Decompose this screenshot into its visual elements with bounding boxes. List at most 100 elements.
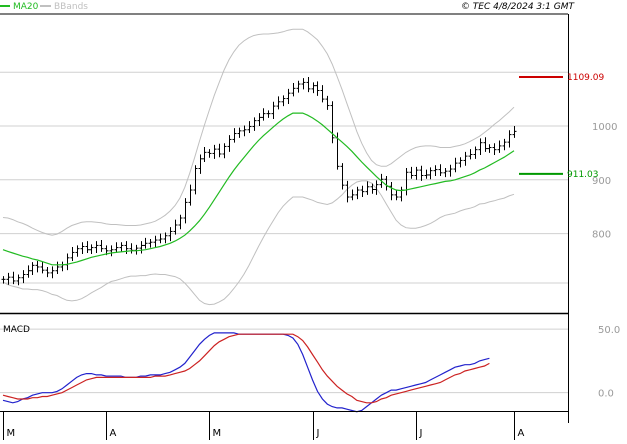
x-tick-label: J — [419, 428, 423, 439]
price-bar — [173, 219, 178, 235]
price-bar — [26, 265, 31, 278]
frame-layer — [0, 13, 569, 440]
price-bar — [443, 167, 448, 178]
price-bar — [433, 165, 438, 177]
price-bar — [483, 137, 488, 152]
price-bar — [424, 169, 429, 179]
bollinger-bands-layer — [2, 28, 515, 306]
price-bar — [11, 271, 16, 285]
price-bar — [330, 101, 335, 144]
price-bar — [315, 81, 320, 96]
price-bar — [301, 78, 306, 90]
macd-layer — [2, 332, 490, 413]
x-tick-label: M — [213, 428, 222, 439]
price-bar — [163, 232, 168, 244]
macd-tick-label: 50.0 — [598, 325, 620, 336]
price-bar — [512, 126, 517, 138]
price-bar — [340, 163, 345, 190]
price-bar — [286, 88, 291, 104]
price-bar — [119, 242, 124, 252]
price-bar — [296, 80, 301, 93]
price-bar — [320, 85, 325, 103]
price-bar — [198, 154, 203, 174]
macd-tick-label: 0.0 — [598, 389, 614, 400]
price-bar — [374, 180, 379, 195]
price-bar — [365, 181, 370, 195]
price-bar — [252, 117, 257, 131]
price-bar — [6, 272, 11, 285]
price-bar — [487, 144, 492, 153]
price-bar — [217, 143, 222, 158]
price-bar — [355, 186, 360, 200]
price-bar — [55, 261, 60, 274]
price-bar — [35, 261, 40, 273]
price-bar — [428, 167, 433, 180]
price-bar — [458, 157, 463, 168]
price-bar — [16, 274, 21, 286]
resistance-level-label: 1109.09 — [567, 73, 604, 83]
price-bar — [89, 244, 94, 255]
price-bar — [70, 247, 75, 262]
price-bar — [502, 138, 507, 151]
price-bar — [438, 164, 443, 177]
bbands-legend-label: BBands — [54, 2, 88, 12]
x-tick-label: A — [518, 428, 525, 439]
price-tick-label: 900 — [592, 176, 611, 187]
price-bar — [139, 241, 144, 254]
price-bar — [389, 181, 394, 201]
price-bar — [414, 166, 419, 180]
price-bar — [350, 189, 355, 201]
price-bar — [202, 146, 207, 163]
price-bar — [193, 165, 198, 195]
price-bar — [237, 127, 242, 138]
price-bar — [99, 240, 104, 252]
price-bar — [143, 237, 148, 249]
price-bar — [468, 149, 473, 160]
price-bar — [281, 95, 286, 107]
price-bar — [453, 157, 458, 173]
signal-line — [2, 333, 490, 404]
price-bar — [325, 95, 330, 110]
macd-panel-title: MACD — [3, 325, 30, 335]
price-bar — [306, 77, 311, 93]
price-tick-label: 1000 — [592, 122, 617, 133]
price-bar — [114, 242, 119, 253]
price-bar — [497, 140, 502, 153]
moving-average-layer — [2, 112, 515, 266]
price-bar — [473, 146, 478, 159]
price-bar — [276, 96, 281, 110]
price-bar — [109, 245, 114, 257]
price-bar — [153, 235, 158, 248]
price-bar — [448, 164, 453, 177]
ma-legend-label: MA20 — [13, 2, 39, 12]
price-bar — [30, 262, 35, 276]
price-bar — [227, 135, 232, 152]
x-tick-label: J — [316, 428, 320, 439]
price-bar — [478, 138, 483, 156]
price-bar — [1, 276, 6, 284]
price-bar — [148, 238, 153, 248]
support-level-label: 911.03 — [567, 170, 599, 180]
price-bar — [463, 151, 468, 166]
price-bar — [158, 233, 163, 244]
price-tick-label: 800 — [592, 230, 611, 241]
text-layer: MA20 BBands © TEC 4/8/2024 3:1 GMT M A M J J… — [0, 2, 620, 439]
price-bar — [271, 101, 276, 120]
price-bar — [492, 143, 497, 156]
price-bar — [207, 149, 212, 158]
price-bar — [370, 183, 375, 194]
price-bar — [40, 261, 45, 274]
price-bars-layer — [1, 77, 517, 286]
price-bar — [291, 82, 296, 97]
ma20-line — [2, 112, 515, 266]
price-bar — [188, 184, 193, 206]
grid-layer — [0, 71, 568, 394]
price-bar — [232, 128, 237, 143]
price-bar — [311, 82, 316, 94]
price-bar — [345, 180, 350, 203]
price-bar — [94, 241, 99, 253]
price-levels-layer — [519, 75, 563, 175]
